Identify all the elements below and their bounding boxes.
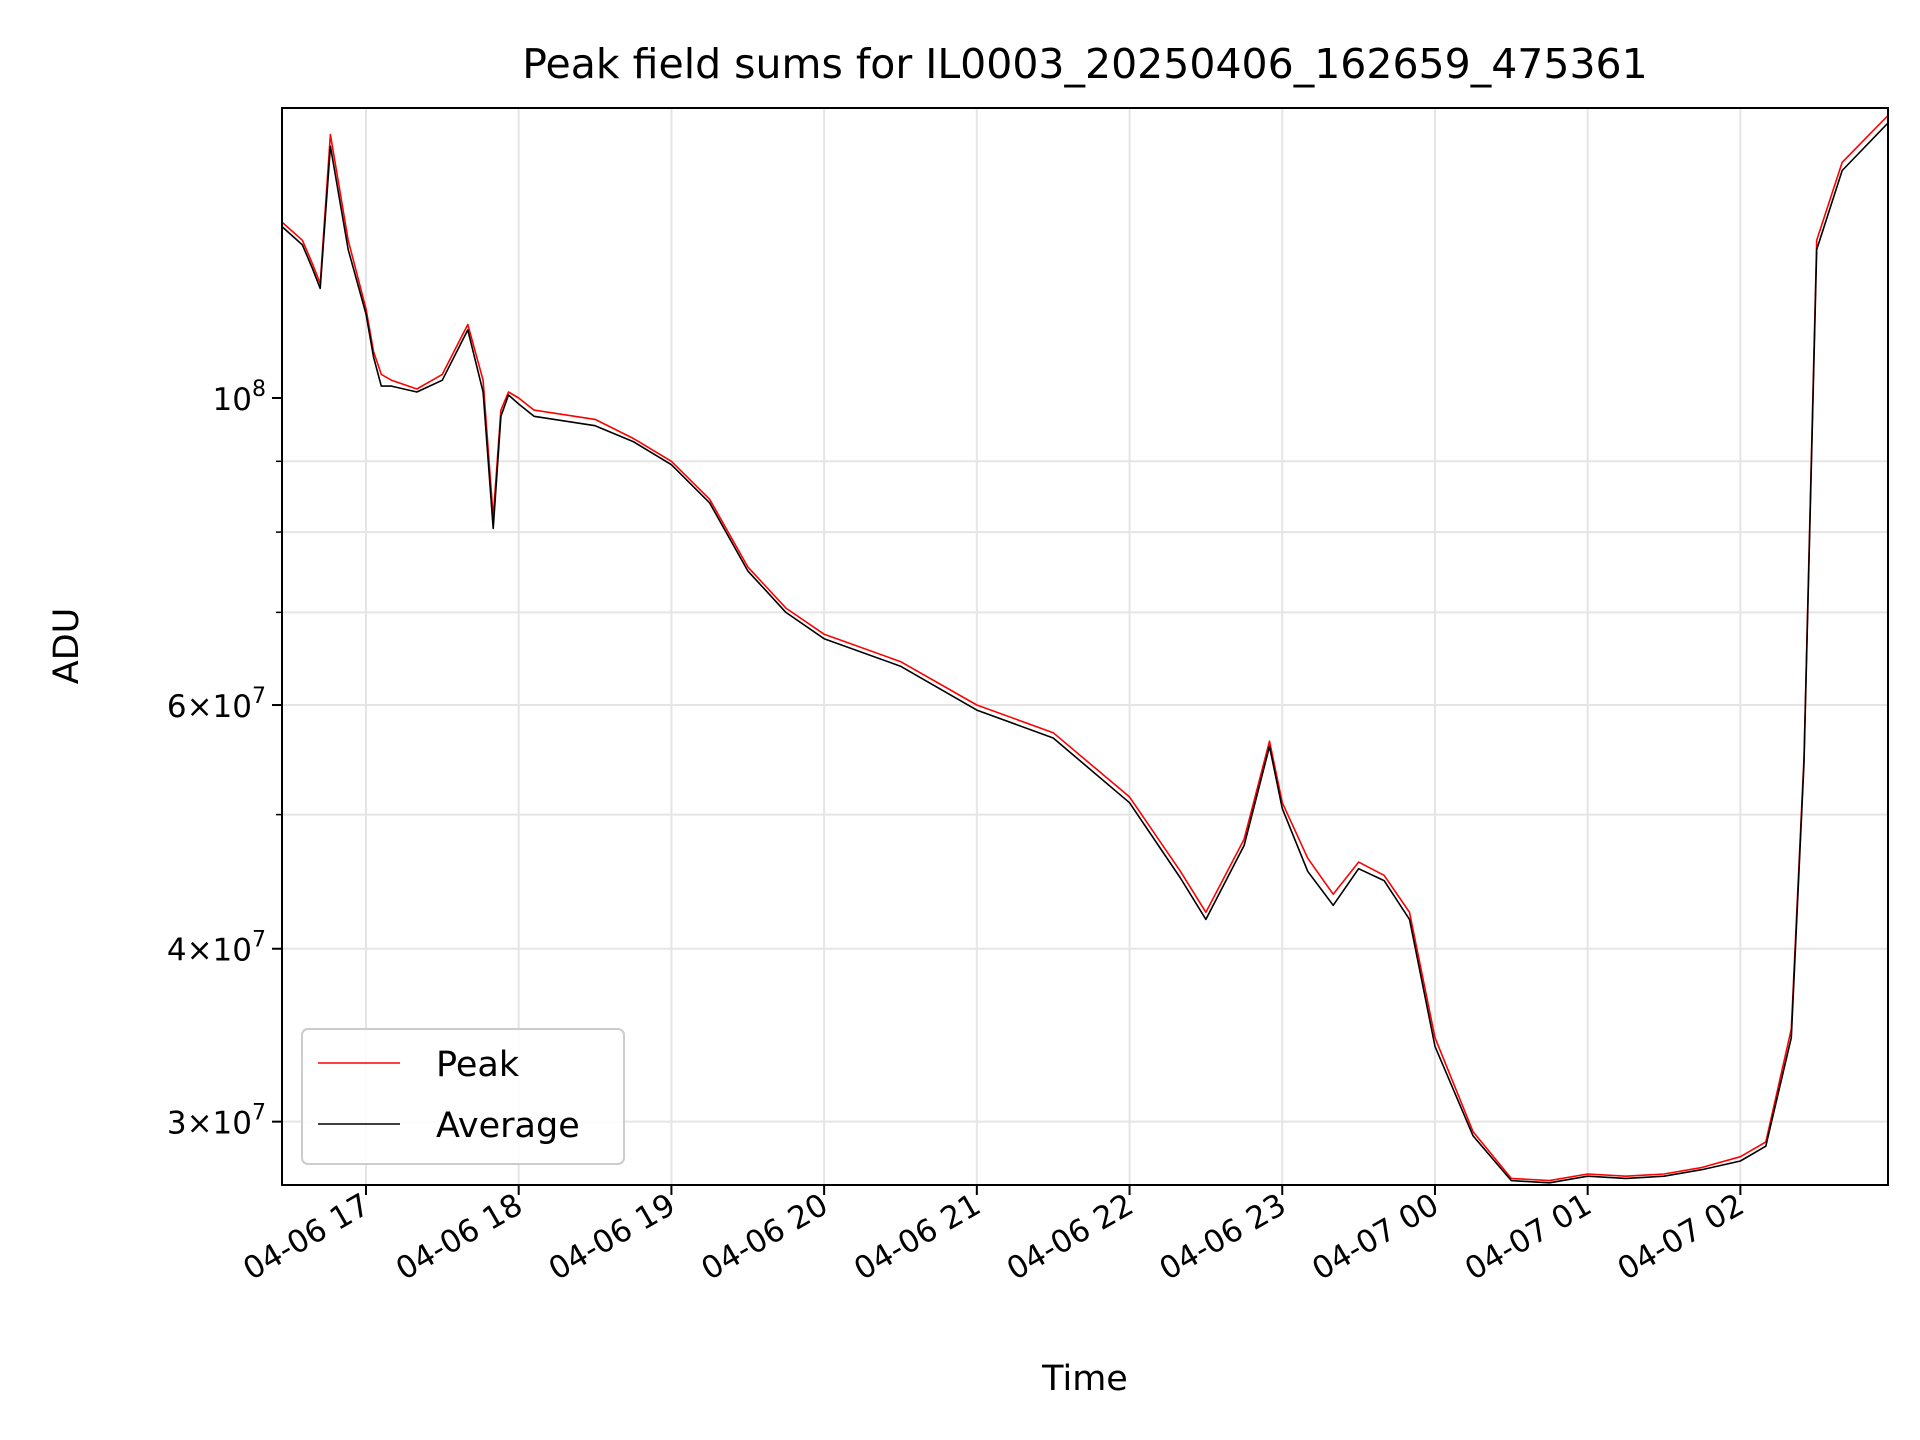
x-tick-label: 04-07 01 bbox=[1459, 1187, 1598, 1288]
x-tick-label: 04-06 22 bbox=[1001, 1187, 1140, 1288]
legend-label-average: Average bbox=[436, 1106, 580, 1146]
x-axis: 04-06 17 04-06 18 04-06 19 04-06 20 04-06 21… bbox=[237, 1185, 1750, 1288]
x-tick-label: 04-06 17 bbox=[237, 1187, 376, 1288]
plot-frame bbox=[281, 107, 1889, 1186]
y-axis: 108 6×107 4×107 3×107 bbox=[167, 377, 282, 1142]
x-tick-label: 04-06 21 bbox=[848, 1187, 987, 1288]
x-axis-label: Time bbox=[1041, 1359, 1128, 1399]
y-axis-label: ADU bbox=[47, 608, 87, 685]
chart-title: Peak field sums for IL0003_20250406_1626… bbox=[522, 40, 1647, 88]
y-tick-label: 108 bbox=[213, 377, 266, 418]
x-tick-label: 04-07 02 bbox=[1612, 1187, 1751, 1288]
series-line-peak bbox=[281, 114, 1889, 1182]
x-tick-label: 04-06 23 bbox=[1154, 1187, 1293, 1288]
x-tick-label: 04-07 00 bbox=[1306, 1187, 1445, 1288]
series-layer bbox=[281, 114, 1889, 1184]
x-tick-label: 04-06 20 bbox=[695, 1187, 834, 1288]
y-tick-label: 3×107 bbox=[167, 1101, 266, 1142]
y-tick-label: 4×107 bbox=[167, 928, 266, 969]
x-tick-label: 04-06 18 bbox=[390, 1187, 529, 1288]
x-tick-label: 04-06 19 bbox=[543, 1187, 682, 1288]
legend: Peak Average bbox=[301, 1028, 625, 1165]
series-line-average bbox=[281, 122, 1889, 1184]
y-tick-label: 6×107 bbox=[167, 684, 266, 725]
legend-label-peak: Peak bbox=[436, 1045, 520, 1085]
grid bbox=[282, 108, 1888, 1185]
